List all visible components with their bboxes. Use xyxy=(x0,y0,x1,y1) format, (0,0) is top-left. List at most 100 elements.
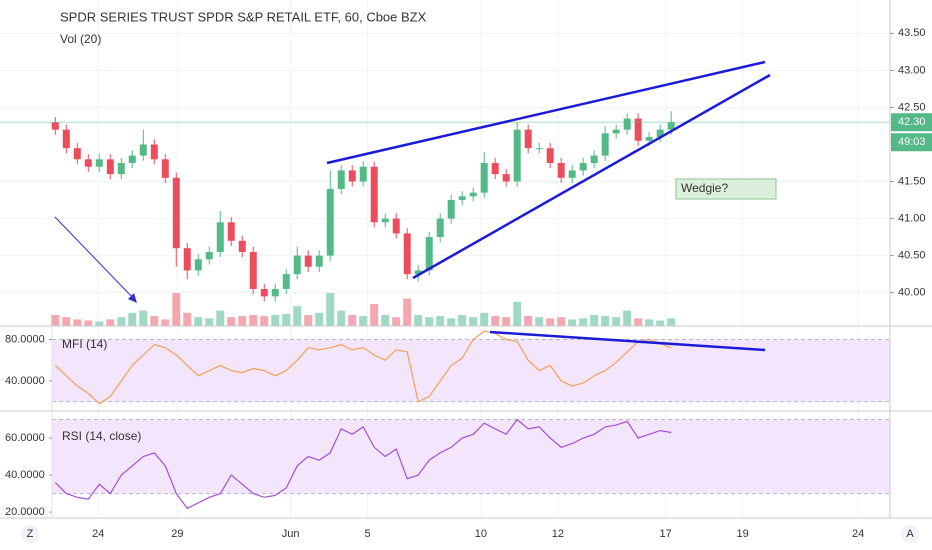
candle-body xyxy=(326,188,334,256)
volume-bar xyxy=(469,317,478,326)
volume-bar xyxy=(491,316,500,326)
volume-bar xyxy=(51,315,60,326)
y-tick-label: 42.50 xyxy=(898,101,926,113)
volume-bar xyxy=(403,298,412,326)
x-tick-label: 29 xyxy=(171,528,183,540)
button[interactable] xyxy=(21,525,39,543)
y-tick-label: 40.0000 xyxy=(5,469,45,481)
volume-bar xyxy=(645,319,654,326)
candle-body xyxy=(546,148,554,163)
volume-bar xyxy=(524,316,533,326)
volume-bar xyxy=(348,315,357,326)
candle-body xyxy=(117,163,125,175)
y-tick-label: 80.0000 xyxy=(5,333,45,345)
candle-body xyxy=(590,155,598,163)
annotation-box xyxy=(675,178,777,200)
volume-bar xyxy=(106,319,115,326)
volume-bar xyxy=(667,318,676,326)
button-label[interactable]: Z xyxy=(27,528,34,540)
candle-body xyxy=(139,144,147,156)
volume-bar xyxy=(601,316,610,326)
candle-body xyxy=(458,196,466,201)
arrow-line xyxy=(54,216,136,301)
volume-bar xyxy=(238,316,247,326)
y-tick-label: 40.0000 xyxy=(5,375,45,387)
grid xyxy=(0,0,890,518)
y-tick-label: 60.0000 xyxy=(5,432,45,444)
volume-bar xyxy=(557,317,566,326)
volume-bar xyxy=(436,316,445,326)
volume-bar xyxy=(447,318,456,326)
candle-body xyxy=(403,233,411,275)
volume-bar xyxy=(634,318,643,326)
y-tick-label: 20.0000 xyxy=(5,506,45,518)
mfi-label: MFI (14) xyxy=(62,337,107,351)
volume-bar xyxy=(656,320,665,326)
volume-bar xyxy=(183,312,192,326)
volume-bar xyxy=(535,317,544,326)
volume-bar xyxy=(315,312,324,326)
annotation: Wedgie? xyxy=(681,181,728,195)
candle-body xyxy=(425,237,433,271)
band-fill xyxy=(52,419,890,494)
candle-body xyxy=(271,288,279,297)
candle-body xyxy=(557,163,565,178)
candle-body xyxy=(172,177,180,249)
candle-body xyxy=(436,218,444,238)
candle-body xyxy=(282,274,290,289)
candle-body xyxy=(150,144,158,160)
x-tick-label: 10 xyxy=(475,528,487,540)
y-tick-label: 40.00 xyxy=(898,287,926,299)
candle-body xyxy=(392,218,400,234)
candle-body xyxy=(623,118,631,130)
volume-bar xyxy=(260,316,269,326)
candle-body xyxy=(216,222,224,252)
x-tick-label: 5 xyxy=(365,528,371,540)
volume-bar xyxy=(392,317,401,326)
candle-body xyxy=(480,163,488,193)
candle-body xyxy=(348,170,356,182)
candle-body xyxy=(491,163,499,175)
volume-bar xyxy=(502,317,511,326)
candle-body xyxy=(161,159,169,178)
volume-bar xyxy=(425,317,434,326)
candle-body xyxy=(414,270,422,275)
candle-body xyxy=(667,122,675,130)
candle-body xyxy=(304,255,312,267)
candle-body xyxy=(370,166,378,223)
volume-bar xyxy=(304,315,313,326)
candle-body xyxy=(513,129,521,182)
countdown-label: 49:03 xyxy=(898,136,926,148)
volume-bar xyxy=(117,317,126,326)
volume-bar xyxy=(546,318,555,326)
candle-body xyxy=(73,148,81,160)
candle-body xyxy=(337,170,345,189)
volume-bar xyxy=(227,317,236,326)
candle-body xyxy=(656,129,664,138)
volume-bar xyxy=(623,310,632,326)
countdown-box xyxy=(891,133,932,152)
volume-bar xyxy=(150,316,159,326)
candle-body xyxy=(359,166,367,182)
volume-bar xyxy=(62,317,71,326)
volume-bar xyxy=(590,315,599,326)
candle-body xyxy=(612,129,620,134)
volume-bar xyxy=(381,315,390,326)
button-label[interactable]: A xyxy=(906,528,914,540)
button[interactable] xyxy=(901,525,919,543)
candle-body xyxy=(194,259,202,271)
volume-bar xyxy=(139,310,148,326)
y-tick-label: 41.50 xyxy=(898,175,926,187)
candle-body xyxy=(249,251,257,289)
candle-body xyxy=(469,192,477,197)
x-tick-label: Jun xyxy=(282,528,300,540)
candle-body xyxy=(634,118,642,141)
trend-line xyxy=(412,73,771,280)
trend-line xyxy=(489,330,766,352)
y-tick-label: 40.50 xyxy=(898,250,926,262)
volume-label: Vol (20) xyxy=(60,32,101,46)
candle-body xyxy=(227,222,235,241)
volume-bar xyxy=(205,318,214,326)
candle-body xyxy=(381,218,389,223)
